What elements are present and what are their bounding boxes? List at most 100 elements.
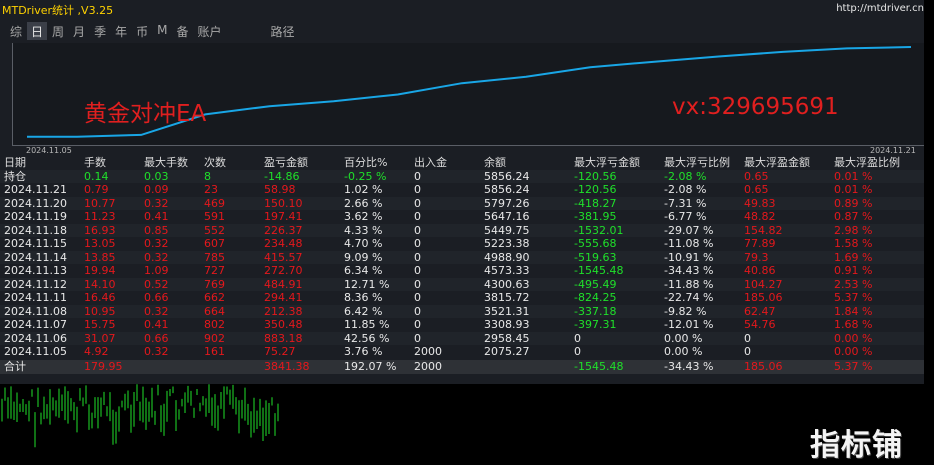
- table-cell: 1.84 %: [834, 304, 873, 318]
- table-cell: 62.47: [744, 304, 776, 318]
- x-end-label: 2024.11.21: [870, 146, 916, 155]
- table-cell: 350.48: [264, 318, 303, 331]
- table-cell: 785: [204, 250, 225, 264]
- column-header: 手数: [84, 156, 106, 169]
- tab-6[interactable]: 币: [136, 25, 149, 39]
- x-start-label: 2024.11.05: [26, 146, 72, 155]
- table-cell: 1.69 %: [834, 250, 873, 264]
- table-cell: 185.06: [744, 359, 783, 373]
- row-label: 2024.11.07: [4, 318, 67, 331]
- total-row: 合计 179.95 3841.38 192.07 % 2000 -1545.48 -34.4…: [0, 359, 924, 374]
- table-cell: 6.42 %: [344, 304, 383, 318]
- tab-2[interactable]: 周: [52, 25, 65, 39]
- tab-1[interactable]: 日: [27, 22, 48, 40]
- table-cell: 0.41: [144, 210, 169, 223]
- table-cell: 0.00 %: [834, 331, 873, 345]
- table-cell: -11.08 %: [664, 237, 714, 250]
- table-cell: 49.83: [744, 196, 776, 210]
- table-cell: 2075.27: [484, 345, 530, 358]
- table-cell: 0: [744, 331, 751, 345]
- table-cell: -34.43 %: [664, 264, 714, 277]
- table-cell: 0: [414, 304, 421, 318]
- table-row: 2024.11.15 13.05 0.32 607 234.48 4.70 % 0 5223.…: [0, 237, 924, 251]
- table-cell: 9.09 %: [344, 250, 383, 264]
- table-cell: -2.08 %: [664, 169, 707, 183]
- table-cell: 5797.26: [484, 196, 530, 210]
- table-cell: 10.95: [84, 304, 116, 318]
- table-cell: 0: [414, 264, 421, 277]
- table-cell: 8.36 %: [344, 291, 383, 304]
- table-cell: 226.37: [264, 223, 303, 237]
- table-cell: 607: [204, 237, 225, 250]
- table-cell: 197.41: [264, 210, 303, 223]
- table-row: 2024.11.14 13.85 0.32 785 415.57 9.09 % 0 4988.…: [0, 250, 924, 264]
- table-cell: 0.32: [144, 196, 169, 210]
- table-cell: 415.57: [264, 250, 303, 264]
- table-cell: -1545.48: [574, 264, 624, 277]
- table-cell: 2000: [414, 345, 442, 358]
- tab-9[interactable]: 账户: [197, 25, 222, 39]
- watermark-text: 指标铺: [810, 428, 903, 463]
- row-label: 2024.11.18: [4, 223, 67, 237]
- right-edge: [924, 0, 934, 384]
- table-cell: 0.87 %: [834, 210, 873, 223]
- tab-5[interactable]: 年: [115, 25, 128, 39]
- equity-line: [27, 46, 912, 138]
- table-cell: 2000: [414, 359, 442, 373]
- table-cell: 19.94: [84, 264, 116, 277]
- table-row: 2024.11.20 10.77 0.32 469 150.10 2.66 % 0 5797.…: [0, 196, 924, 210]
- table-cell: 3.62 %: [344, 210, 383, 223]
- table-row: 2024.11.11 16.46 0.66 662 294.41 8.36 % 0 3815.…: [0, 291, 924, 305]
- table-cell: 75.27: [264, 345, 296, 358]
- table-cell: -120.56: [574, 169, 617, 183]
- tab-0[interactable]: 综: [10, 25, 23, 39]
- table-cell: 0: [414, 331, 421, 345]
- table-cell: 3815.72: [484, 291, 530, 304]
- table-cell: 0.65: [744, 183, 769, 196]
- table-cell: 272.70: [264, 264, 303, 277]
- equity-curve-svg: [27, 46, 912, 138]
- tab-7[interactable]: M: [157, 23, 168, 37]
- table-cell: 2958.45: [484, 331, 530, 345]
- table-cell: 662: [204, 291, 225, 304]
- row-label: 持仓: [4, 169, 26, 183]
- table-cell: 185.06: [744, 291, 783, 304]
- tab-10[interactable]: 路径: [270, 25, 295, 39]
- table-cell: 1.58 %: [834, 237, 873, 250]
- table-cell: 0.66: [144, 331, 169, 345]
- table-cell: 0.09: [144, 183, 169, 196]
- table-cell: -381.95: [574, 210, 617, 223]
- table-cell: 5856.24: [484, 183, 530, 196]
- table-cell: 11.23: [84, 210, 116, 223]
- table-cell: 484.91: [264, 277, 303, 291]
- table-cell: 4988.90: [484, 250, 530, 264]
- table-cell: 3308.93: [484, 318, 530, 331]
- table-cell: 5223.38: [484, 237, 530, 250]
- table-cell: 469: [204, 196, 225, 210]
- table-cell: 11.85 %: [344, 318, 390, 331]
- overlay-ea-name: 黄金对冲EA: [84, 101, 207, 127]
- table-cell: 0.14: [84, 169, 109, 183]
- table-cell: 40.86: [744, 264, 776, 277]
- table-cell: 883.18: [264, 331, 303, 345]
- row-label: 2024.11.13: [4, 264, 67, 277]
- table-cell: 16.93: [84, 223, 116, 237]
- tab-4[interactable]: 季: [94, 25, 107, 39]
- table-cell: -29.07 %: [664, 223, 714, 237]
- table-cell: 0: [414, 250, 421, 264]
- column-header: 最大手数: [144, 156, 188, 169]
- table-cell: 769: [204, 277, 225, 291]
- site-link[interactable]: http://mtdriver.cn: [836, 3, 924, 14]
- table-cell: 0.41: [144, 318, 169, 331]
- table-row: 2024.11.19 11.23 0.41 591 197.41 3.62 % 0 5647.…: [0, 210, 924, 224]
- table-cell: 42.56 %: [344, 331, 390, 345]
- table-cell: -1545.48: [574, 359, 624, 373]
- table-cell: -337.18: [574, 304, 617, 318]
- tab-bar: 综日周月季年币 M 备账户 路径: [6, 22, 300, 40]
- table-cell: 4573.33: [484, 264, 530, 277]
- table-cell: 79.3: [744, 250, 769, 264]
- tab-3[interactable]: 月: [73, 25, 86, 39]
- tab-8[interactable]: 备: [176, 25, 189, 39]
- table-cell: 0.32: [144, 304, 169, 318]
- column-header: 出入金: [414, 156, 447, 169]
